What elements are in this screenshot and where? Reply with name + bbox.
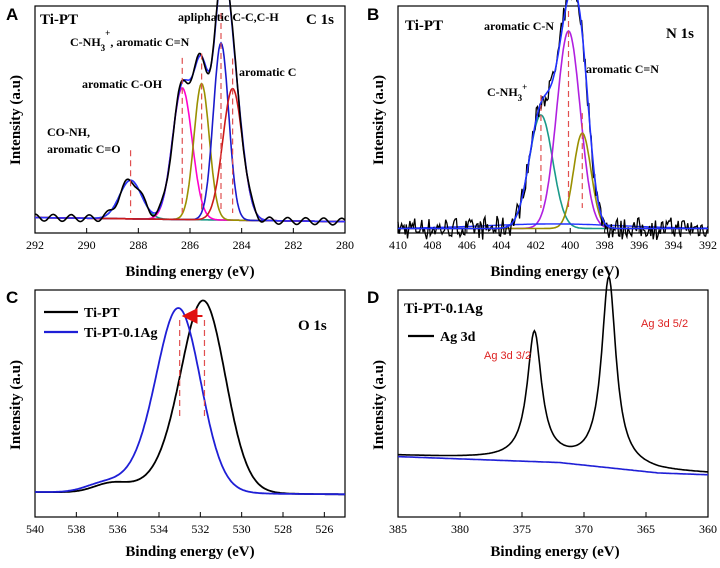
x-tick-label-d: 375 <box>513 522 531 536</box>
x-tick-label-b: 392 <box>699 238 717 252</box>
annotation-aliphatic: apliphatic C-C,C-H <box>178 10 279 24</box>
plot-frame-b <box>397 5 709 234</box>
x-axis-title-b: Binding energy (eV) <box>490 264 619 280</box>
x-tick-label-d: 360 <box>699 522 717 536</box>
sample-label-d: Ti-PT-0.1Ag <box>404 301 483 317</box>
x-tick-label-a: 280 <box>336 238 354 252</box>
annotation-c-nh3: C-NH3+, aromatic C=N <box>70 28 190 53</box>
x-tick-label-d: 365 <box>637 522 655 536</box>
panel-d: D 385 380 375 370 365 360 Ti-PT-0.1Ag Ag 3d A… <box>367 274 717 560</box>
plot-area-c <box>35 299 345 496</box>
x-tick-label-c: 540 <box>26 522 44 536</box>
x-tick-label-c: 536 <box>109 522 127 536</box>
region-label-a: C 1s <box>306 12 334 28</box>
x-axis-d: 385 380 375 370 365 360 <box>389 512 717 536</box>
annotation-c-eq-n: aromatic C=N <box>586 62 659 76</box>
x-tick-label-d: 370 <box>575 522 593 536</box>
y-axis-title-c: Intensity (a.u) <box>8 360 24 450</box>
annotation-c-o: aromatic C=O <box>47 142 121 156</box>
x-tick-label-a: 290 <box>78 238 96 252</box>
legend-label-ti-pt: Ti-PT <box>84 306 120 321</box>
panel-letter-c: C <box>6 288 18 307</box>
spectrum-d <box>398 274 709 473</box>
plot-area-a <box>34 0 346 226</box>
x-tick-label-c: 528 <box>274 522 292 536</box>
peak-label-ag-3d-5-2: Ag 3d 5/2 <box>641 318 688 330</box>
x-tick-label-c: 526 <box>315 522 333 536</box>
sample-label-b: Ti-PT <box>405 18 443 34</box>
x-tick-label-a: 286 <box>181 238 199 252</box>
y-axis-title-b: Intensity (a.u) <box>371 75 387 165</box>
panel-c: C 540 538 536 534 532 530 528 526 Ti-PT Ti-PT-0… <box>6 288 346 560</box>
x-tick-label-a: 292 <box>26 238 44 252</box>
x-tick-label-c: 530 <box>233 522 251 536</box>
x-tick-label-b: 406 <box>458 238 476 252</box>
plot-area-d <box>397 274 709 476</box>
x-tick-label-a: 284 <box>233 238 251 252</box>
region-label-c: O 1s <box>298 318 327 334</box>
background-d <box>397 455 709 476</box>
legend-label-ag3d: Ag 3d <box>440 330 476 345</box>
annotation-co-nh: CO-NH, <box>47 125 90 139</box>
x-tick-label-c: 534 <box>150 522 168 536</box>
x-tick-label-b: 400 <box>561 238 579 252</box>
spectrum-a <box>34 0 346 226</box>
y-axis-title-d: Intensity (a.u) <box>371 360 387 450</box>
spectrum-c-1 <box>35 307 345 496</box>
x-tick-label-a: 288 <box>129 238 147 252</box>
fit-component-a-0 <box>35 179 346 223</box>
panel-letter-a: A <box>6 5 18 24</box>
plot-frame-d <box>397 289 709 518</box>
plot-frame-c <box>34 289 346 518</box>
annotation-c-n: aromatic C-N <box>484 19 554 33</box>
panel-b: B 410 408 406 404 402 400 398 396 394 392 Ti-PT N… <box>367 0 717 280</box>
x-tick-label-b: 394 <box>665 238 683 252</box>
x-axis-a: 292 290 288 286 284 282 280 <box>26 228 354 252</box>
x-tick-label-b: 396 <box>630 238 648 252</box>
annotation-aromatic-c: aromatic C <box>239 65 296 79</box>
x-tick-label-b: 404 <box>492 238 510 252</box>
x-axis-c: 540 538 536 534 532 530 528 526 <box>26 512 333 536</box>
x-axis-b: 410 408 406 404 402 400 398 396 394 392 <box>389 228 717 252</box>
fit-component-b-1 <box>398 30 708 230</box>
region-label-b: N 1s <box>666 26 694 42</box>
x-axis-title-c: Binding energy (eV) <box>125 544 254 560</box>
x-tick-label-b: 408 <box>423 238 441 252</box>
fit-component-b-0 <box>398 114 708 230</box>
y-axis-title-a: Intensity (a.u) <box>8 75 24 165</box>
x-tick-label-b: 398 <box>596 238 614 252</box>
annotation-c-nh3-b: C-NH3+ <box>487 82 527 103</box>
x-axis-title-a: Binding energy (eV) <box>125 264 254 280</box>
x-tick-label-d: 380 <box>451 522 469 536</box>
panel-a: A 292 290 288 286 284 282 280 Ti-PT C 1s aplip… <box>6 0 354 280</box>
plot-area-b <box>397 0 709 240</box>
x-tick-label-d: 385 <box>389 522 407 536</box>
x-tick-label-a: 282 <box>284 238 302 252</box>
panel-letter-d: D <box>367 288 379 307</box>
x-tick-label-c: 532 <box>191 522 209 536</box>
fit-envelope-b <box>398 0 708 230</box>
spectrum-b <box>397 0 709 240</box>
panel-letter-b: B <box>367 5 379 24</box>
annotation-c-oh: aromatic C-OH <box>82 77 163 91</box>
x-tick-label-b: 402 <box>527 238 545 252</box>
fit-envelope-a <box>35 0 346 223</box>
sample-label-a: Ti-PT <box>40 12 78 28</box>
x-axis-title-d: Binding energy (eV) <box>490 544 619 560</box>
legend-label-ti-pt-ag: Ti-PT-0.1Ag <box>84 326 158 341</box>
x-tick-label-b: 410 <box>389 238 407 252</box>
x-tick-label-c: 538 <box>67 522 85 536</box>
peak-label-ag-3d-3-2: Ag 3d 3/2 <box>484 350 531 362</box>
